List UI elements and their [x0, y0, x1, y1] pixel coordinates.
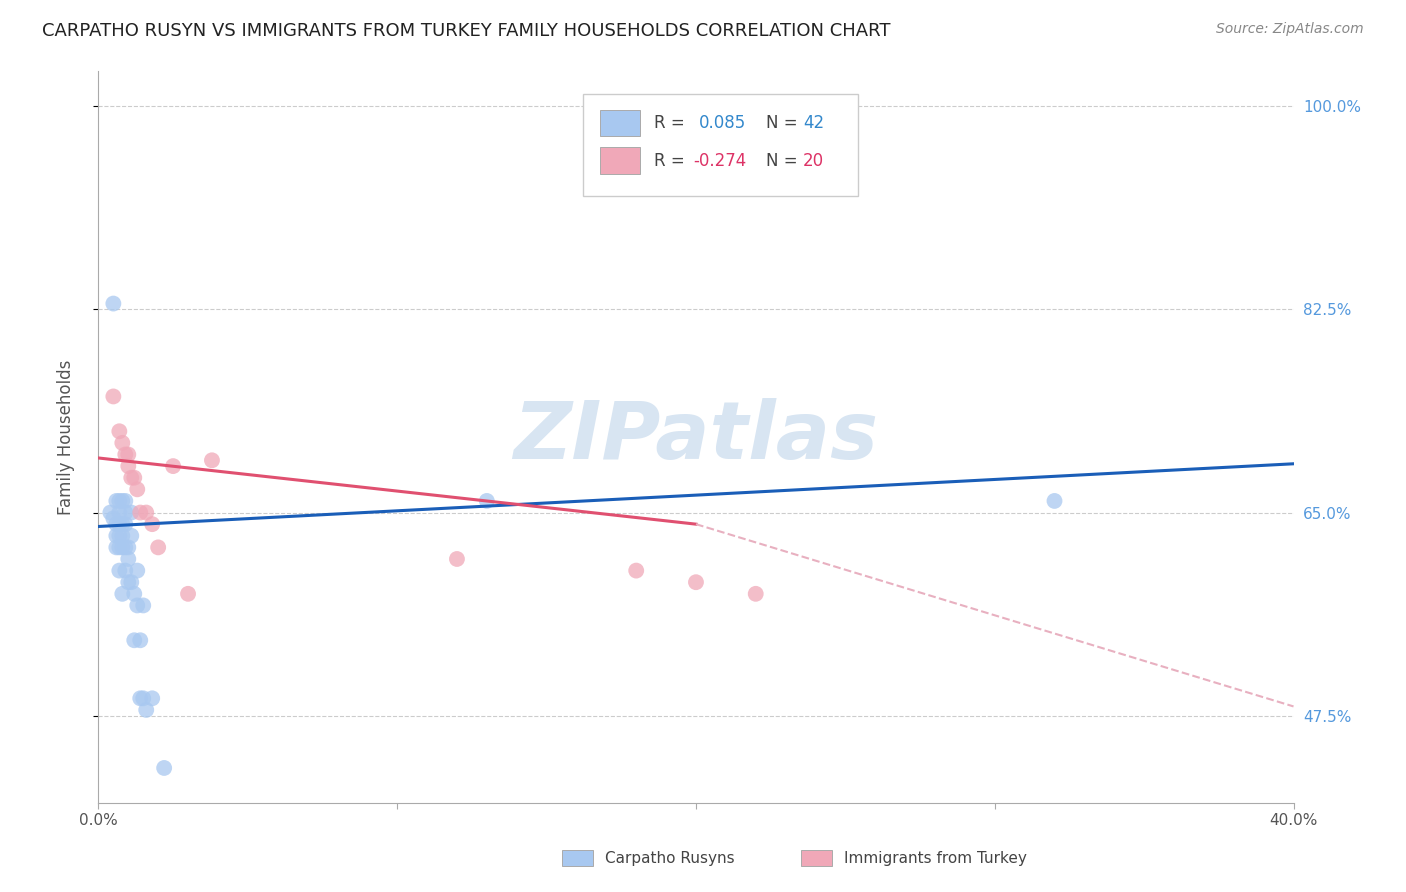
Point — [162, 459, 184, 474]
Point — [117, 448, 139, 462]
Point — [1043, 494, 1066, 508]
Point — [114, 448, 136, 462]
Text: R =: R = — [654, 152, 690, 169]
Point — [108, 541, 131, 555]
Text: N =: N = — [766, 114, 803, 132]
Point — [111, 587, 134, 601]
Point — [103, 511, 125, 525]
Text: 42: 42 — [803, 114, 824, 132]
Point — [132, 691, 155, 706]
Point — [105, 529, 128, 543]
Point — [124, 633, 146, 648]
Point — [114, 506, 136, 520]
Text: R =: R = — [654, 114, 695, 132]
Point — [108, 564, 131, 578]
Point — [103, 296, 125, 310]
Point — [108, 506, 131, 520]
Text: 20: 20 — [803, 152, 824, 169]
Point — [117, 552, 139, 566]
Point — [120, 471, 142, 485]
Point — [141, 517, 163, 532]
Point — [114, 517, 136, 532]
Text: 0.085: 0.085 — [699, 114, 747, 132]
Point — [129, 633, 152, 648]
Point — [127, 599, 149, 613]
Point — [120, 506, 142, 520]
Point — [129, 506, 152, 520]
Point — [148, 541, 170, 555]
Point — [745, 587, 768, 601]
Point — [475, 494, 498, 508]
Point — [685, 575, 707, 590]
Point — [117, 459, 139, 474]
Text: ZIPatlas: ZIPatlas — [513, 398, 879, 476]
Point — [117, 575, 139, 590]
Point — [132, 599, 155, 613]
Point — [177, 587, 200, 601]
Text: -0.274: -0.274 — [693, 152, 747, 169]
Point — [105, 541, 128, 555]
Point — [120, 529, 142, 543]
Point — [117, 541, 139, 555]
Point — [124, 471, 146, 485]
Point — [111, 517, 134, 532]
Point — [127, 483, 149, 497]
Point — [108, 529, 131, 543]
Point — [111, 494, 134, 508]
Point — [120, 575, 142, 590]
Text: Immigrants from Turkey: Immigrants from Turkey — [844, 851, 1026, 865]
Point — [124, 587, 146, 601]
Point — [153, 761, 176, 775]
Point — [108, 494, 131, 508]
Point — [105, 494, 128, 508]
Point — [135, 506, 157, 520]
Point — [103, 389, 125, 403]
Point — [114, 494, 136, 508]
Text: N =: N = — [766, 152, 803, 169]
Point — [114, 541, 136, 555]
Point — [114, 564, 136, 578]
Point — [135, 703, 157, 717]
Point — [108, 517, 131, 532]
Point — [105, 517, 128, 532]
Text: Carpatho Rusyns: Carpatho Rusyns — [605, 851, 734, 865]
Point — [626, 564, 648, 578]
Point — [111, 436, 134, 450]
Point — [111, 541, 134, 555]
Point — [108, 424, 131, 438]
Point — [141, 691, 163, 706]
Text: Source: ZipAtlas.com: Source: ZipAtlas.com — [1216, 22, 1364, 37]
Point — [127, 564, 149, 578]
Point — [111, 529, 134, 543]
Point — [446, 552, 468, 566]
Y-axis label: Family Households: Family Households — [56, 359, 75, 515]
Point — [201, 453, 224, 467]
Text: CARPATHO RUSYN VS IMMIGRANTS FROM TURKEY FAMILY HOUSEHOLDS CORRELATION CHART: CARPATHO RUSYN VS IMMIGRANTS FROM TURKEY… — [42, 22, 890, 40]
Point — [129, 691, 152, 706]
Point — [98, 506, 122, 520]
